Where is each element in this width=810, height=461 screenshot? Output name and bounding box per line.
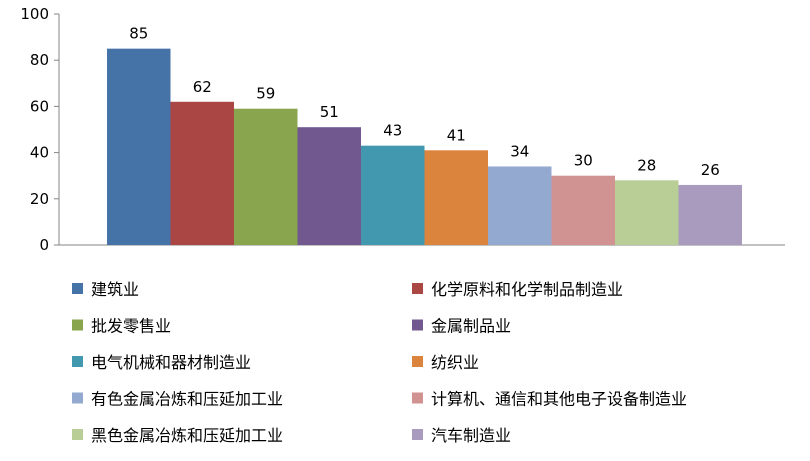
- bar-5: [361, 145, 425, 245]
- legend-item-9: 黑色金属冶炼和压延加工业: [72, 426, 283, 445]
- data-labels: 85 62 59 51 43 41 34 30 28 26: [129, 25, 720, 179]
- legend-label: 批发零售业: [91, 317, 171, 336]
- data-label-10: 26: [701, 161, 720, 179]
- legend-item-1: 建筑业: [72, 280, 139, 299]
- y-tick-label: 80: [30, 51, 49, 69]
- legend-item-6: 纺织业: [412, 353, 479, 372]
- legend-item-3: 批发零售业: [72, 317, 171, 336]
- y-tick-label: 20: [30, 190, 49, 208]
- legend-label: 计算机、通信和其他电子设备制造业: [431, 390, 687, 409]
- y-tick-label: 0: [39, 236, 49, 254]
- legend-item-7: 有色金属冶炼和压延加工业: [72, 390, 283, 409]
- data-label-7: 34: [510, 142, 529, 160]
- legend-label: 化学原料和化学制品制造业: [431, 280, 623, 299]
- legend-item-2: 化学原料和化学制品制造业: [412, 280, 623, 299]
- y-tick-label: 100: [20, 5, 49, 23]
- data-label-1: 85: [129, 25, 148, 43]
- legend-swatch: [72, 356, 83, 367]
- data-label-9: 28: [637, 156, 656, 174]
- legend-swatch: [412, 392, 423, 404]
- data-label-8: 30: [574, 152, 593, 170]
- legend-item-8: 计算机、通信和其他电子设备制造业: [412, 390, 687, 409]
- legend-swatch: [412, 283, 423, 294]
- legend-swatch: [412, 356, 423, 367]
- legend-item-10: 汽车制造业: [412, 426, 511, 445]
- legend-item-4: 金属制品业: [412, 317, 511, 336]
- bar-7: [488, 166, 552, 245]
- bar-4: [297, 127, 361, 245]
- legend-swatch: [72, 392, 83, 404]
- data-label-5: 43: [383, 122, 402, 140]
- legend-swatch: [412, 429, 423, 440]
- bar-10: [678, 184, 742, 245]
- legend-swatch: [72, 283, 83, 294]
- legend-item-5: 电气机械和器材制造业: [72, 353, 251, 372]
- legend-swatch: [412, 319, 423, 331]
- y-tick-label: 60: [30, 97, 49, 115]
- data-label-6: 41: [447, 126, 466, 144]
- legend-label: 金属制品业: [431, 317, 511, 336]
- legend-swatch: [72, 319, 83, 331]
- legend-label: 汽车制造业: [431, 426, 511, 445]
- data-label-2: 62: [193, 78, 212, 96]
- bar-2: [170, 101, 234, 245]
- data-label-3: 59: [256, 85, 275, 103]
- legend-label: 有色金属冶炼和压延加工业: [91, 390, 283, 409]
- legend-swatch: [72, 429, 83, 440]
- bar-1: [107, 48, 171, 246]
- y-tick-label: 40: [30, 144, 49, 162]
- bar-9: [615, 180, 679, 245]
- legend-label: 建筑业: [91, 280, 139, 299]
- bars: [107, 48, 742, 246]
- bar-6: [424, 150, 488, 245]
- bar-3: [234, 108, 298, 246]
- legend-label: 电气机械和器材制造业: [91, 353, 251, 372]
- legend-label: 黑色金属冶炼和压延加工业: [91, 426, 283, 445]
- legend-label: 纺织业: [431, 353, 479, 372]
- data-label-4: 51: [320, 103, 339, 121]
- bar-8: [551, 175, 615, 245]
